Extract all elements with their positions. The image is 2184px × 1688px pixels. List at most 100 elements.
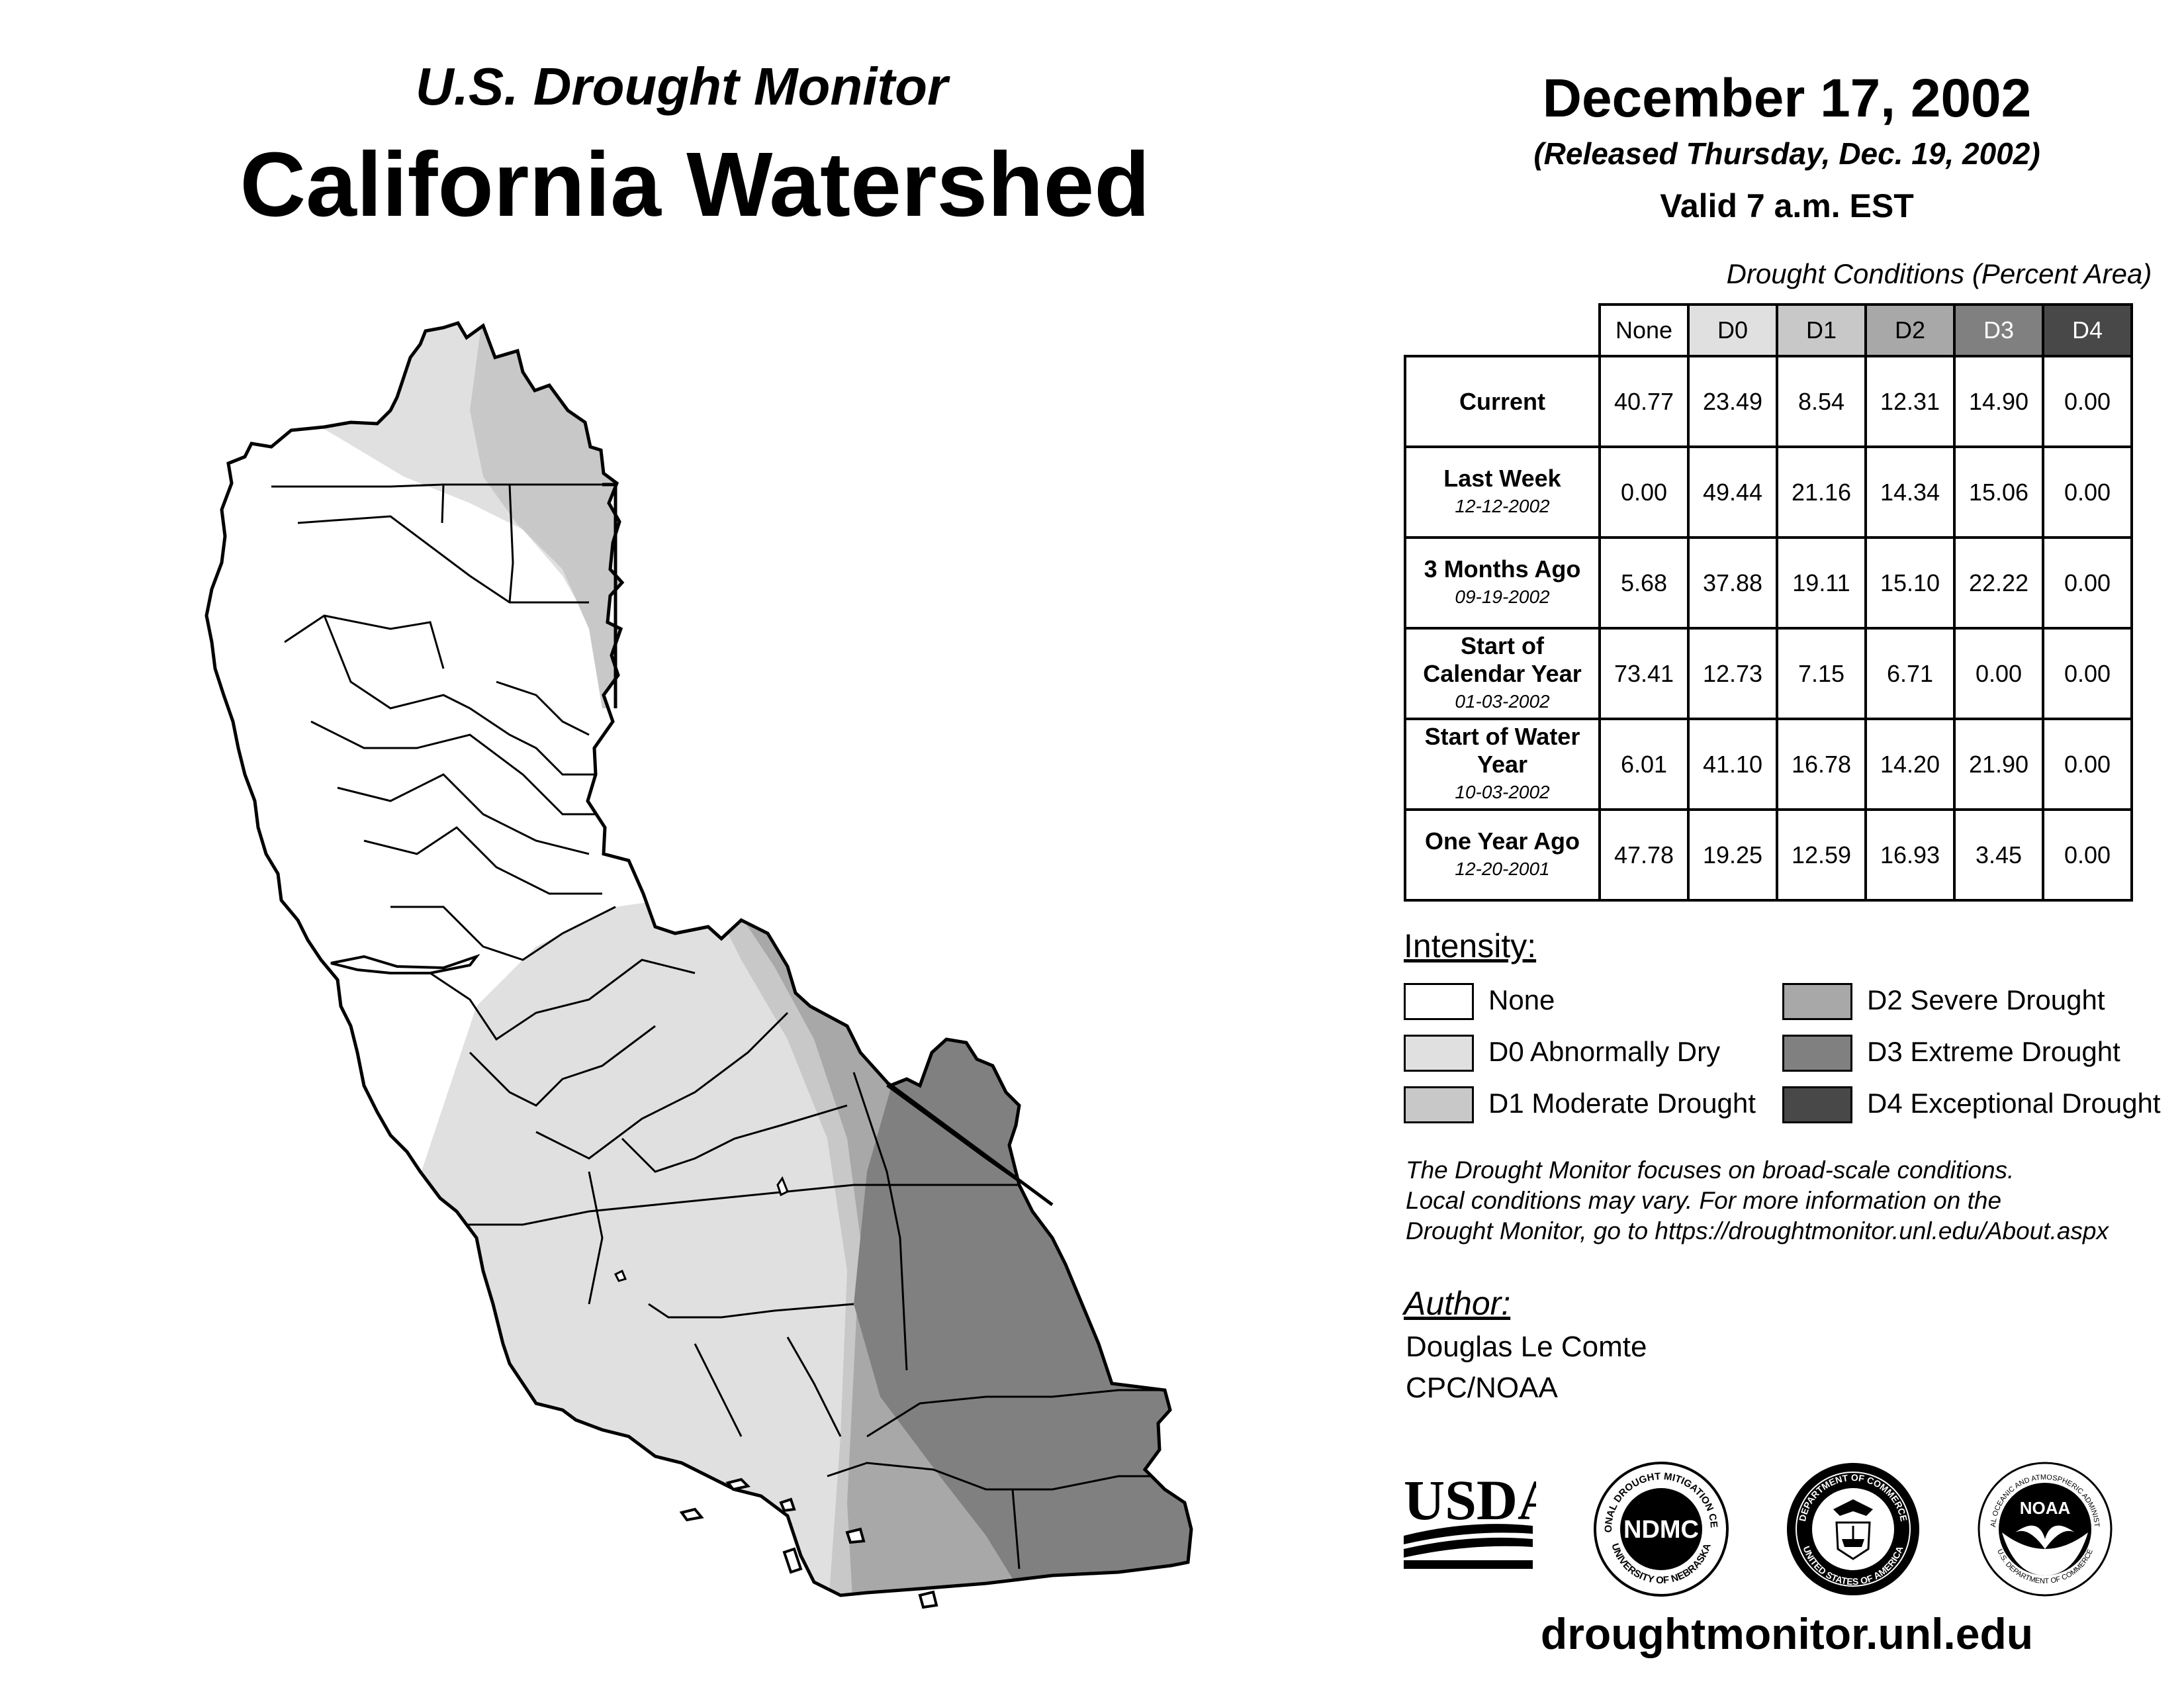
author-org: CPC/NOAA [1406, 1372, 1558, 1404]
table-cell: 7.15 [1776, 627, 1867, 720]
island [918, 1590, 938, 1609]
bay-water [330, 953, 480, 974]
table-cell: 19.11 [1776, 536, 1867, 630]
sub-basin-boundaries [271, 483, 1171, 1570]
row-label: Current [1404, 355, 1601, 448]
row-date: 12-20-2001 [1455, 858, 1550, 879]
table-cell: 16.78 [1776, 718, 1867, 811]
commerce-seal: DEPARTMENT OF COMMERCE UNITED STATES OF … [1787, 1463, 1919, 1595]
legend-swatch [1782, 983, 1852, 1020]
table-cell: 0.00 [2042, 536, 2133, 630]
usda-logo-text: USDA [1404, 1473, 1536, 1532]
table-cell: 0.00 [2042, 445, 2133, 539]
table-cell: 15.06 [1953, 445, 2044, 539]
island [845, 1527, 866, 1544]
table-cell: 37.88 [1687, 536, 1778, 630]
table-cell: 14.20 [1864, 718, 1956, 811]
table-cell: 12.59 [1776, 808, 1867, 902]
valid-time: Valid 7 a.m. EST [1660, 187, 1914, 224]
island [782, 1547, 803, 1574]
ndmc-logo-text: NDMC [1623, 1516, 1699, 1544]
row-label-text: Start of Water Year [1424, 722, 1580, 778]
legend-label: D1 Moderate Drought [1488, 1088, 1756, 1119]
col-d3: D3 [1953, 303, 2044, 357]
disclaimer: The Drought Monitor focuses on broad-sca… [1406, 1155, 2167, 1246]
row-label-text: Last Week [1443, 464, 1561, 492]
table-cell: 0.00 [2042, 355, 2133, 448]
ndmc-logo: NATIONAL DROUGHT MITIGATION CENTER UNIVE… [1592, 1460, 1729, 1597]
table-cell: 8.54 [1776, 355, 1867, 448]
row-label-text: 3 Months Ago [1424, 555, 1581, 583]
row-date: 10-03-2002 [1455, 781, 1550, 802]
island [725, 1477, 751, 1491]
island [679, 1507, 704, 1522]
author-name: Douglas Le Comte [1406, 1331, 1647, 1363]
table-cell: 14.90 [1953, 355, 2044, 448]
table-row: 3 Months Ago 09-19-2002 5.68 37.88 19.11 15.1… [1404, 536, 2133, 630]
table-cell: 41.10 [1687, 718, 1778, 811]
header-blank [1405, 305, 1600, 357]
col-d2: D2 [1864, 303, 1956, 357]
site-url[interactable]: droughtmonitor.unl.edu [1540, 1609, 2034, 1658]
table-cell: 73.41 [1598, 627, 1690, 720]
legend-swatch [1782, 1035, 1852, 1072]
noaa-logo: NATIONAL OCEANIC AND ATMOSPHERIC ADMINIS… [1976, 1460, 2113, 1597]
legend-label: D3 Extreme Drought [1867, 1036, 2120, 1067]
table-cell: 16.93 [1864, 808, 1956, 902]
eagle-icon [1833, 1499, 1873, 1516]
noaa-logo-text: NOAA [2020, 1498, 2071, 1518]
table-cell: 12.73 [1687, 627, 1778, 720]
table-cell: 0.00 [1953, 627, 2044, 720]
table-cell: 12.31 [1864, 355, 1956, 448]
disclaimer-line: Local conditions may vary. For more info… [1406, 1187, 2002, 1214]
legend-swatch [1404, 983, 1474, 1020]
legend-label: None [1488, 984, 1555, 1015]
row-label: One Year Ago 12-20-2001 [1404, 808, 1601, 902]
row-label: 3 Months Ago 09-19-2002 [1404, 536, 1601, 630]
table-cell: 22.22 [1953, 536, 2044, 630]
table-cell: 6.71 [1864, 627, 1956, 720]
col-d0: D0 [1687, 303, 1778, 357]
row-label-text: Current [1459, 387, 1545, 415]
disclaimer-line: Drought Monitor, go to https://droughtmo… [1406, 1217, 2109, 1244]
release-date: (Released Thursday, Dec. 19, 2002) [1533, 136, 2040, 171]
seagull-icon [2015, 1525, 2075, 1549]
table-cell: 0.00 [1598, 445, 1690, 539]
legend-swatch [1404, 1086, 1474, 1123]
table-row: Last Week 12-12-2002 0.00 49.44 21.16 14.34 15… [1404, 445, 2133, 539]
table-cell: 3.45 [1953, 808, 2044, 902]
col-d4: D4 [2042, 303, 2133, 357]
table-row: Start of Water Year 10-03-2002 6.01 41.10 16… [1404, 718, 2133, 811]
legend-label: D4 Exceptional Drought [1867, 1088, 2161, 1119]
map-title: California Watershed [240, 134, 1150, 236]
col-none: None [1598, 303, 1690, 357]
legend-heading: Intensity: [1404, 927, 1537, 964]
table-row: One Year Ago 12-20-2001 47.78 19.25 12.59 16.… [1404, 808, 2133, 902]
disclaimer-line: The Drought Monitor focuses on broad-sca… [1406, 1156, 2015, 1184]
california-watershed-map [192, 311, 1198, 1609]
table-cell: 0.00 [2042, 627, 2133, 720]
table-cell: 0.00 [2042, 718, 2133, 811]
map-subtitle: U.S. Drought Monitor [415, 57, 948, 116]
table-caption: Drought Conditions (Percent Area) [1726, 258, 2152, 289]
table-cell: 49.44 [1687, 445, 1778, 539]
table-cell: 15.10 [1864, 536, 1956, 630]
valid-date: December 17, 2002 [1542, 68, 2032, 128]
island [779, 1497, 796, 1513]
table-cell: 21.90 [1953, 718, 2044, 811]
row-date: 01-03-2002 [1455, 690, 1550, 712]
table-cell: 19.25 [1687, 808, 1778, 902]
row-label-text: One Year Ago [1424, 827, 1580, 855]
table-row: Current 40.77 23.49 8.54 12.31 14.90 0.00 [1404, 355, 2133, 448]
legend-swatch [1782, 1086, 1852, 1123]
row-label-text: Start of Calendar Year [1423, 632, 1582, 687]
table-cell: 5.68 [1598, 536, 1690, 630]
table-header-row: None D0 D1 D2 D3 D4 [1405, 303, 2133, 357]
table-cell: 6.01 [1598, 718, 1690, 811]
table-cell: 47.78 [1598, 808, 1690, 902]
table-cell: 21.16 [1776, 445, 1867, 539]
row-label: Start of Calendar Year 01-03-2002 [1404, 627, 1601, 720]
legend-label: D2 Severe Drought [1867, 984, 2105, 1015]
drought-conditions-table: None D0 D1 D2 D3 D4 Current 40.77 23.49 8.5… [1404, 303, 2133, 902]
legend-swatch [1404, 1035, 1474, 1072]
